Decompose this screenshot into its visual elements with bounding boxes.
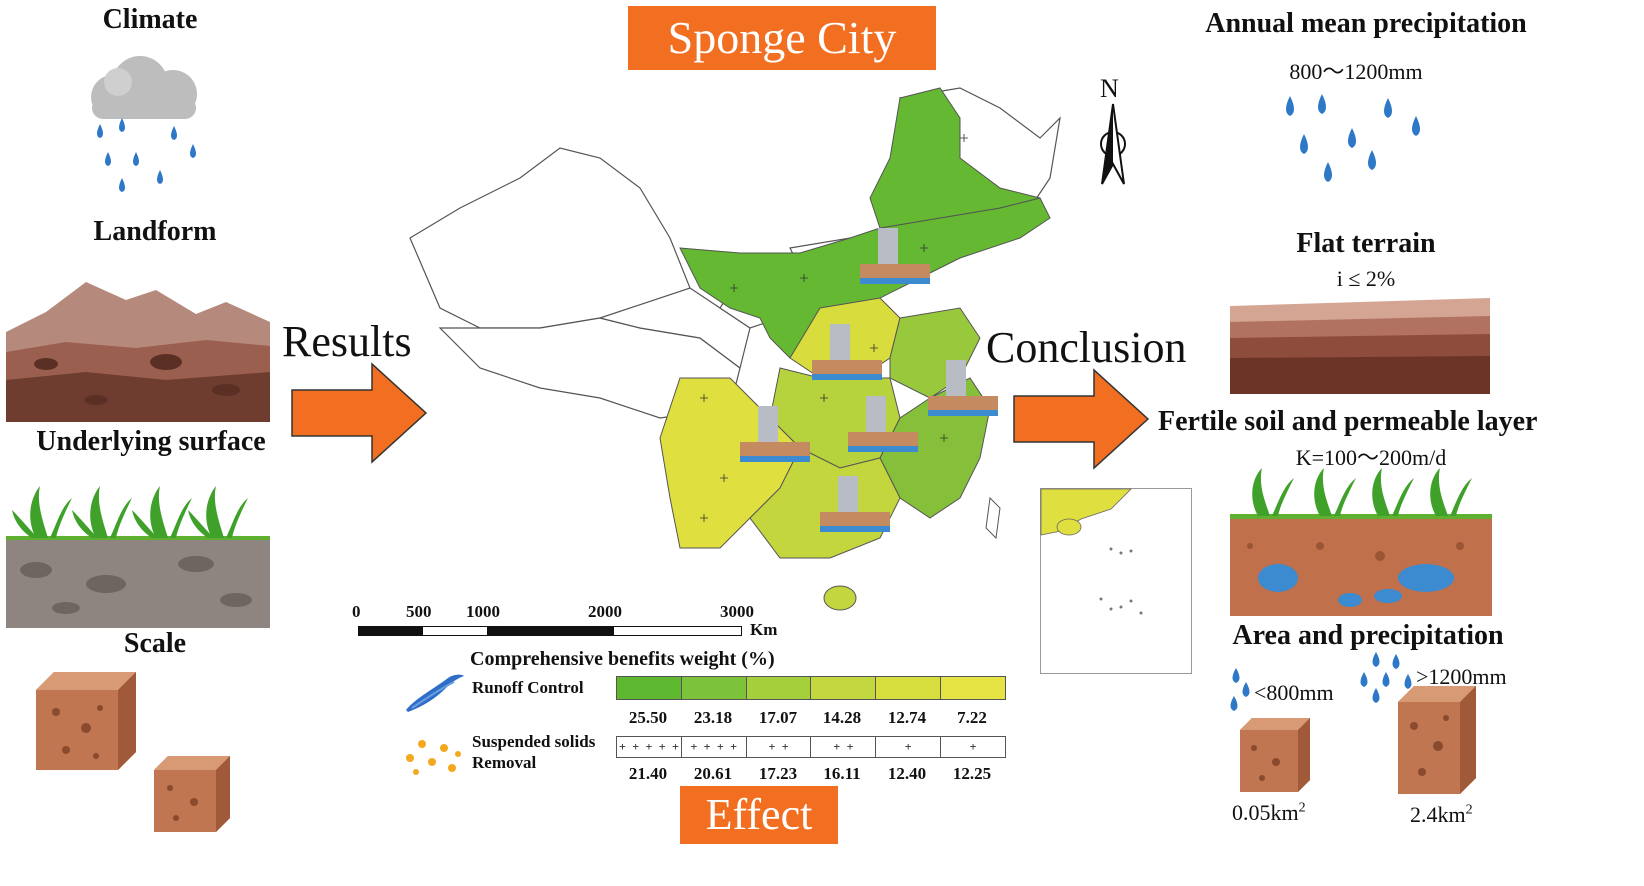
legend-ss-label-1: Suspended solids xyxy=(472,732,596,751)
legend-runoff-label: Runoff Control xyxy=(472,678,584,697)
scale-tick-0: 0 xyxy=(352,602,361,621)
title-effect: Effect xyxy=(680,786,838,844)
legend-color-swatch xyxy=(617,677,682,699)
legend-title: Comprehensive benefits weight (%) xyxy=(470,648,775,670)
legend-color-swatch xyxy=(876,677,942,699)
landform-illustration xyxy=(6,282,270,422)
compass-icon xyxy=(1100,103,1126,185)
runoff-value: 17.07 xyxy=(758,708,798,727)
scale-unit: Km xyxy=(750,620,778,639)
ss-value: 12.25 xyxy=(952,764,992,783)
china-map xyxy=(409,87,1061,611)
legend-color-swatch xyxy=(746,677,812,699)
scale-tick-1000: 1000 xyxy=(466,602,500,621)
legend-pattern-swatch: + xyxy=(876,737,942,757)
small-area-number: 0.05km xyxy=(1232,800,1299,825)
label-scale: Scale xyxy=(123,628,187,659)
label-annual-precip: Annual mean precipitation xyxy=(1205,8,1527,39)
runoff-value: 14.28 xyxy=(822,708,862,727)
rain-drops-icon xyxy=(1286,94,1420,182)
label-conclusion: Conclusion xyxy=(986,323,1187,372)
soil-cube-large xyxy=(36,672,136,770)
runoff-value: 23.18 xyxy=(693,708,733,727)
scale-tick-500: 500 xyxy=(406,602,432,621)
ss-value: 20.61 xyxy=(693,764,733,783)
legend-color-swatch xyxy=(811,677,877,699)
label-climate: Climate xyxy=(102,4,198,35)
soil-cube-large-area xyxy=(1398,686,1476,794)
suspended-solids-icon xyxy=(406,740,461,775)
legend-pattern-swatch: + + xyxy=(811,737,877,757)
value-flat-terrain: i ≤ 2% xyxy=(1336,266,1396,291)
label-landform: Landform xyxy=(93,216,217,247)
map-region-hainan xyxy=(823,585,857,611)
ss-value: 17.23 xyxy=(758,764,798,783)
small-area-sup: 2 xyxy=(1298,800,1306,816)
value-small-area: 0.05km2 xyxy=(1232,800,1306,826)
runoff-icon xyxy=(406,674,464,712)
legend-color-swatch xyxy=(681,677,747,699)
ss-value: 12.40 xyxy=(887,764,927,783)
legend-pattern-swatch: + + + + xyxy=(682,737,747,757)
rain-cloud-icon xyxy=(91,56,197,192)
scale-tick-2000: 2000 xyxy=(588,602,622,621)
value-annual-precip: 800～1200mm xyxy=(1289,59,1423,84)
value-high-precip: >1200mm xyxy=(1416,664,1507,689)
large-area-sup: 2 xyxy=(1465,802,1473,818)
soil-cube-small xyxy=(154,756,230,832)
high-precip-drops-icon xyxy=(1360,652,1412,703)
runoff-value: 12.74 xyxy=(887,708,927,727)
title-sponge-city: Sponge City xyxy=(628,6,936,70)
value-fertile-soil: K=100～200m/d xyxy=(1295,445,1447,470)
south-china-sea-inset xyxy=(1040,488,1192,674)
low-precip-drops-icon xyxy=(1230,668,1250,711)
label-underlying-surface: Underlying surface xyxy=(36,426,266,457)
scale-bar xyxy=(358,626,742,636)
scale-tick-3000: 3000 xyxy=(720,602,754,621)
city-icons xyxy=(740,228,998,532)
soil-cube-small-area xyxy=(1240,718,1310,792)
ss-value: 16.11 xyxy=(823,764,861,783)
legend-color-swatch xyxy=(941,677,1005,699)
label-results: Results xyxy=(282,317,412,366)
map-region-taiwan xyxy=(985,496,1001,540)
label-flat-terrain: Flat terrain xyxy=(1296,228,1436,259)
legend-ss-label-2: Removal xyxy=(472,753,537,772)
ss-value: 21.40 xyxy=(628,764,668,783)
value-low-precip: <800mm xyxy=(1254,680,1334,705)
label-area-precip: Area and precipitation xyxy=(1232,620,1504,651)
large-area-number: 2.4km xyxy=(1410,802,1466,827)
label-fertile-soil: Fertile soil and permeable layer xyxy=(1158,406,1538,437)
runoff-value: 7.22 xyxy=(957,708,987,727)
compass-north-label: N xyxy=(1100,74,1119,103)
map-region-northeast xyxy=(869,87,1041,229)
legend-pattern-swatch: + + + + + xyxy=(617,737,682,757)
results-arrow-icon xyxy=(291,362,428,464)
value-large-area: 2.4km2 xyxy=(1410,802,1473,828)
flat-terrain-illustration xyxy=(1230,298,1490,394)
underlying-surface-illustration xyxy=(6,486,270,628)
legend-pattern-swatch: + xyxy=(969,740,977,753)
conclusion-arrow-icon xyxy=(1013,368,1150,470)
legend-ss-patternbar: + + + + + + + + + + + + + + + xyxy=(616,736,1006,758)
legend-runoff-colorbar xyxy=(616,676,1006,700)
runoff-value: 25.50 xyxy=(628,708,668,727)
legend-pattern-swatch: + + xyxy=(747,737,812,757)
fertile-soil-illustration xyxy=(1230,468,1492,616)
